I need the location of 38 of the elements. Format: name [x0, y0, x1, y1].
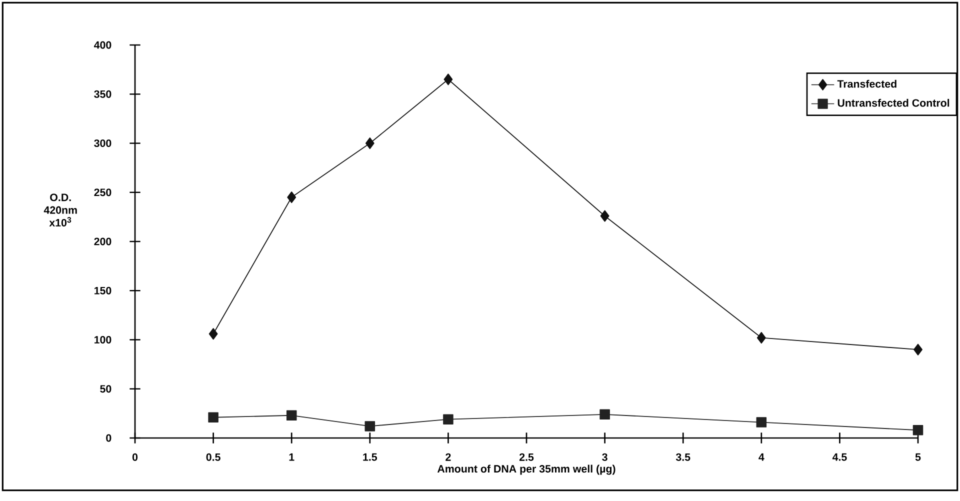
y-tick-label: 300	[94, 139, 112, 148]
y-tick-label: 200	[94, 238, 112, 246]
x-tick-label: 1	[289, 453, 294, 461]
x-axis-title: Amount of DNA per 35mm well (µg)	[437, 464, 616, 475]
point	[208, 328, 218, 340]
point	[600, 210, 610, 222]
y-tick-label: 0	[106, 434, 112, 442]
point	[286, 410, 297, 421]
point	[756, 332, 766, 344]
x-tick-label: 4.5	[832, 453, 847, 461]
point	[600, 409, 610, 420]
x-tick-label: 2.5	[519, 453, 534, 461]
x-tick-label: 3.5	[676, 453, 690, 461]
point	[914, 344, 922, 356]
x-tick-label: 1.5	[363, 453, 378, 461]
legend-label: Untransfected Control	[838, 98, 950, 107]
y-tick-label: 150	[94, 286, 112, 294]
x-tick-label: 0.5	[206, 453, 220, 461]
point	[756, 417, 767, 428]
y-tick-label: 350	[94, 90, 112, 98]
x-tick-label: 0	[132, 453, 138, 461]
y-tick-label: 400	[94, 41, 112, 49]
x-tick-label: 2	[446, 453, 451, 461]
point	[912, 425, 924, 436]
y-tick-label: 50	[100, 385, 112, 393]
point	[287, 191, 296, 204]
y-tick-label: 250	[94, 188, 112, 196]
point	[364, 421, 376, 432]
y-tick-label: 100	[94, 336, 112, 344]
x-tick-label: 5	[915, 453, 921, 461]
point	[444, 74, 453, 86]
y-axis-title: O.D. 420nm x10$^{3}$	[44, 194, 77, 227]
x-tick-label: 3	[602, 453, 608, 461]
point	[208, 412, 218, 423]
legend-label: Transfected	[837, 80, 896, 88]
point	[443, 414, 454, 424]
x-tick-label: 4	[758, 453, 764, 461]
point	[365, 137, 374, 150]
